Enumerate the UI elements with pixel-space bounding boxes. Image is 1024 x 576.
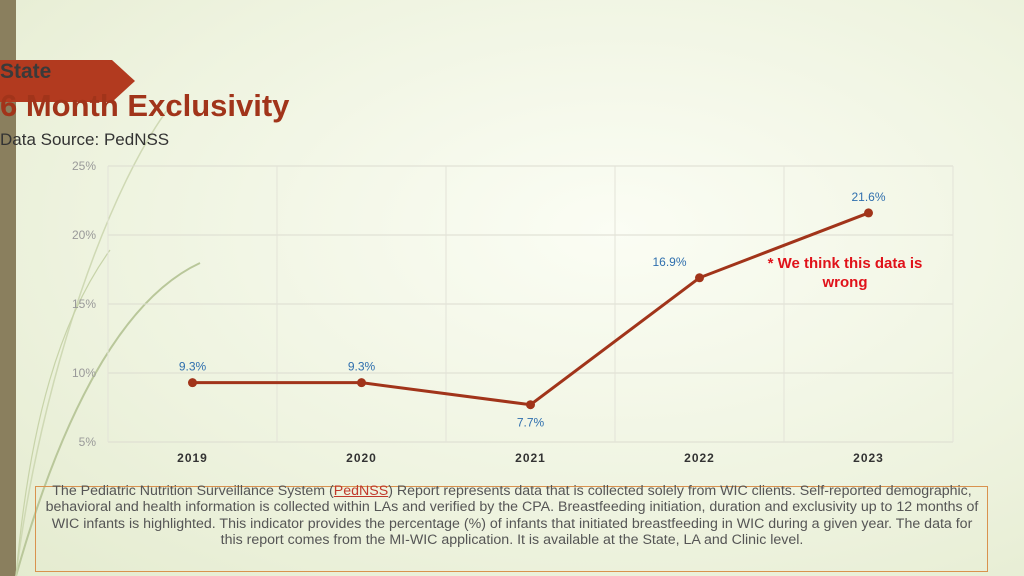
left-accent-bar bbox=[0, 0, 16, 576]
chart-data-source: Data Source: PedNSS bbox=[0, 130, 170, 149]
y-tick-label: 20% bbox=[72, 228, 96, 242]
y-tick-label: 25% bbox=[72, 159, 96, 173]
decorative-swoosh bbox=[15, 99, 201, 576]
chart-title-state: State bbox=[0, 60, 52, 83]
data-point bbox=[357, 378, 366, 388]
y-tick-label: 15% bbox=[72, 297, 96, 311]
y-axis-ticks: 5% 10% 15% 20% 25% bbox=[72, 159, 96, 449]
y-tick-label: 10% bbox=[72, 366, 96, 380]
x-tick-label: 2022 bbox=[684, 451, 715, 465]
footer-box bbox=[35, 486, 988, 572]
chart-title-main: 6 Month Exclusivity bbox=[0, 88, 290, 123]
series-line bbox=[192, 211, 870, 407]
data-label: 21.6% bbox=[851, 190, 885, 204]
x-tick-label: 2020 bbox=[346, 451, 377, 465]
x-tick-label: 2021 bbox=[515, 451, 546, 465]
data-points bbox=[188, 208, 873, 410]
title-accent-tab bbox=[0, 60, 135, 102]
data-point bbox=[864, 208, 873, 218]
y-tick-label: 5% bbox=[79, 435, 97, 449]
footer-text-end: ) Report represents data that is collect… bbox=[45, 483, 979, 549]
annotation-line-1: * We think this data is bbox=[768, 255, 923, 272]
data-point bbox=[695, 273, 704, 283]
data-point bbox=[188, 378, 197, 388]
footer-text: The Pediatric Nutrition Surveillance Sys… bbox=[40, 483, 984, 549]
data-point bbox=[526, 400, 535, 410]
data-label: 9.3% bbox=[348, 360, 376, 374]
pednss-link[interactable]: PedNSS bbox=[333, 483, 389, 499]
x-axis-ticks: 2019 2020 2021 2022 2023 bbox=[177, 451, 884, 465]
x-tick-label: 2023 bbox=[853, 451, 884, 465]
footer-text-start: The Pediatric Nutrition Surveillance Sys… bbox=[52, 483, 334, 499]
data-label: 7.7% bbox=[517, 416, 545, 430]
data-labels: 9.3% 9.3% 7.7% 16.9% 21.6% bbox=[179, 190, 886, 430]
x-tick-label: 2019 bbox=[177, 451, 208, 465]
data-label: 9.3% bbox=[179, 360, 207, 374]
data-label: 16.9% bbox=[652, 255, 686, 269]
annotation-line-2: wrong bbox=[822, 274, 868, 291]
